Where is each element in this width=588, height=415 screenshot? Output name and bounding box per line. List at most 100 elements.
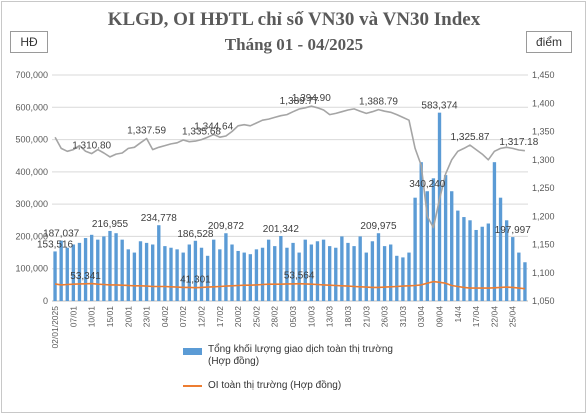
right-axis-tick-label: 1,200 xyxy=(532,211,555,221)
right-axis-tick-label: 1,450 xyxy=(532,70,555,80)
right-axis-tick-label: 1,400 xyxy=(532,98,555,108)
x-axis-tick-label: 20/02 xyxy=(233,306,243,328)
bar xyxy=(358,236,362,301)
x-axis-tick-label: 22/04 xyxy=(489,306,499,328)
bar xyxy=(65,247,69,301)
bar xyxy=(389,244,393,301)
bar xyxy=(236,250,240,301)
bar-data-label: 209,872 xyxy=(208,221,245,232)
left-axis-tick-label: 700,000 xyxy=(15,70,48,80)
x-axis-tick-label: 25/04 xyxy=(508,306,518,328)
chart-title: KLGD, OI HĐTL chỉ số VN30 và VN30 Index xyxy=(107,9,481,30)
bar xyxy=(431,178,436,301)
bar xyxy=(144,242,149,301)
bar xyxy=(102,236,106,301)
bar xyxy=(266,239,271,301)
left-axis-tick-label: 400,000 xyxy=(15,167,48,177)
oi-line xyxy=(54,280,525,290)
bar-data-label: 583,374 xyxy=(421,101,458,112)
bar xyxy=(456,210,460,301)
bar xyxy=(248,254,253,301)
index-data-label: 1,337.59 xyxy=(127,126,166,137)
bar xyxy=(523,262,527,301)
bar xyxy=(443,175,448,301)
x-axis-tick-label: 17/04 xyxy=(471,306,481,328)
vn30-index-line xyxy=(54,105,525,229)
bar xyxy=(193,240,198,301)
left-axis-tick-label: 300,000 xyxy=(15,199,48,209)
bar xyxy=(352,246,356,301)
legend-bar-swatch xyxy=(183,348,202,355)
index-data-label: 1,394.90 xyxy=(292,93,331,104)
bar-data-label: 197,997 xyxy=(495,225,532,236)
bar-data-label: 186,528 xyxy=(177,229,214,240)
left-axis-tick-label: 100,000 xyxy=(15,264,48,274)
bar xyxy=(59,240,63,301)
bar xyxy=(77,242,82,301)
bar xyxy=(138,241,143,301)
bar xyxy=(181,252,185,301)
oi-data-label: 41,301 xyxy=(180,275,211,286)
x-axis-tick-label: 07/01 xyxy=(68,306,78,328)
bar xyxy=(279,235,283,301)
bar xyxy=(108,230,112,301)
bar xyxy=(486,223,491,301)
right-axis-tick-label: 1,250 xyxy=(532,183,555,193)
right-axis-tick-label: 1,150 xyxy=(532,240,555,250)
bar xyxy=(273,246,277,301)
bar xyxy=(401,257,405,301)
bar-data-label: 187,037 xyxy=(43,229,80,240)
bar xyxy=(376,233,381,301)
bar xyxy=(407,252,411,301)
bar xyxy=(395,255,399,301)
x-axis-tick-label: 21/03 xyxy=(361,306,371,328)
x-axis-tick-label: 12/02 xyxy=(197,306,207,328)
bar xyxy=(291,242,295,301)
right-axis-tick-label: 1,350 xyxy=(532,127,555,137)
bar xyxy=(370,241,375,301)
bar xyxy=(224,233,228,301)
bar xyxy=(315,241,320,301)
x-axis-tick-label: 26/03 xyxy=(380,306,390,328)
index-data-label: 1,325.87 xyxy=(451,132,490,143)
right-axis-tick-label: 1,300 xyxy=(532,155,555,165)
bar xyxy=(462,217,466,301)
bar xyxy=(205,255,210,301)
bar xyxy=(346,242,350,301)
bar xyxy=(321,239,326,301)
legend-line-label: OI toàn thị trường (Hợp đồng) xyxy=(208,380,342,391)
bar xyxy=(517,252,521,301)
bar xyxy=(242,252,246,301)
bar xyxy=(382,246,387,301)
left-axis-tick-label: 200,000 xyxy=(15,231,48,241)
bar xyxy=(437,112,442,301)
bar xyxy=(334,247,338,301)
x-axis-tick-label: 31/03 xyxy=(398,306,408,328)
bar xyxy=(364,252,368,301)
x-axis-tick-label: 15/01 xyxy=(105,306,115,328)
x-axis-tick-label: 17/02 xyxy=(215,306,225,328)
bar xyxy=(96,239,100,301)
x-axis-tick-label: 14/4 xyxy=(453,306,463,323)
right-axis-tick-label: 1,100 xyxy=(532,268,555,278)
bar xyxy=(492,162,497,301)
bar xyxy=(71,244,76,301)
oi-data-label: 53,341 xyxy=(70,271,101,282)
index-data-label: 1,389.77 xyxy=(280,96,319,107)
x-axis-tick-label: 07/02 xyxy=(178,306,188,328)
bar xyxy=(83,238,88,301)
right-axis-unit: điểm xyxy=(526,31,572,53)
x-axis-tick-label: 03/04 xyxy=(416,306,426,328)
bar xyxy=(285,247,289,301)
bar xyxy=(157,225,161,301)
bar xyxy=(474,229,478,301)
x-axis-tick-label: 09/04 xyxy=(435,306,445,328)
bar xyxy=(163,246,167,301)
bar-data-label: 216,955 xyxy=(92,219,129,230)
legend-bar-label-line1: Tổng khối lượng giao dịch toàn thị trườn… xyxy=(208,344,393,355)
bar xyxy=(340,236,344,301)
bar xyxy=(132,252,137,301)
bar xyxy=(498,197,503,301)
x-axis-tick-label: 02/01/2025 xyxy=(50,306,60,349)
bar xyxy=(187,244,191,301)
